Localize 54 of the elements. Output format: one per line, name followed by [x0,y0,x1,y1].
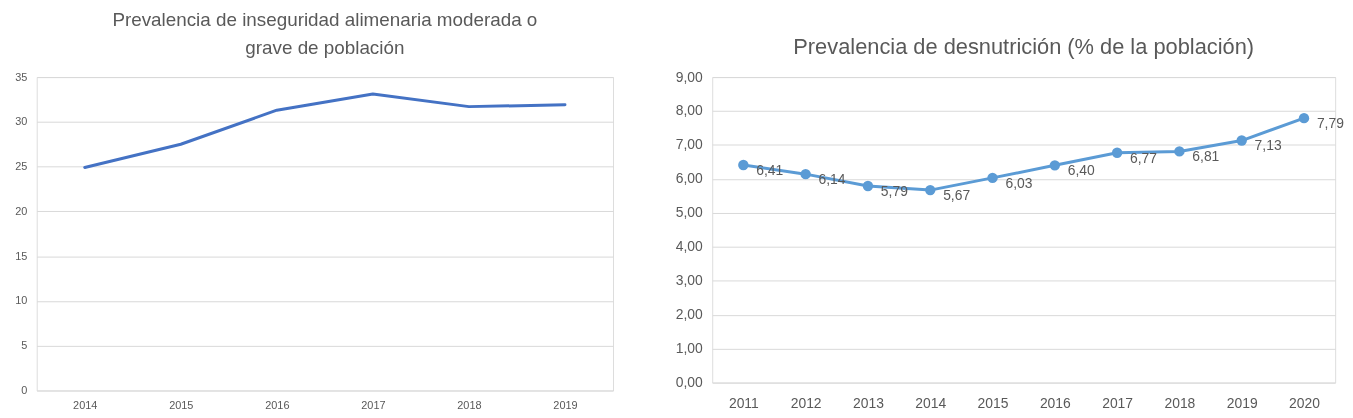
x-tick-label: 2017 [1102,394,1134,411]
point [1049,160,1061,171]
data-label: 6,81 [1192,148,1220,165]
y-tick-label: 0 [21,383,28,396]
y-tick-label: 25 [15,160,28,173]
y-tick-label: 10 [15,294,28,307]
point [987,172,998,184]
y-tick-label: 6,00 [675,170,704,187]
line-series [83,92,567,170]
x-tick-label: 2013 [853,394,885,411]
y-tick-label: 4,00 [675,238,704,255]
point [925,184,936,196]
x-tick-label: 2012 [790,394,822,411]
x-tick-label: 2018 [457,398,482,411]
x-tick-label: 2011 [728,394,760,411]
y-tick-label: 3,00 [675,272,704,289]
point [800,168,811,180]
point [738,159,749,171]
x-tick-label: 2019 [1226,394,1258,411]
data-label: 6,77 [1130,149,1158,166]
x-tick-label: 2015 [977,394,1009,411]
y-tick-label: 7,00 [675,136,704,153]
x-tick-label: 2020 [1289,394,1321,411]
point [1298,112,1310,124]
y-tick-label: 8,00 [675,102,704,119]
point [862,180,874,192]
data-label: 6,40 [1067,162,1096,179]
x-tick-label: 2017 [361,398,386,411]
data-label: 5,67 [943,187,971,204]
x-tick-label: 2018 [1164,394,1196,411]
data-label: 6,03 [1005,174,1033,191]
x-tick-label: 2016 [1039,394,1072,411]
y-tick-label: 5,00 [675,204,704,221]
x-tick-label: 2014 [73,398,98,411]
y-tick-label: 15 [15,249,28,262]
x-tick-label: 2019 [553,398,578,411]
point [1111,147,1123,158]
y-tick-label: 20 [15,204,28,217]
point [1174,146,1185,157]
y-tick-label: 2,00 [675,306,704,323]
y-tick-label: 30 [15,115,28,128]
y-tick-label: 35 [15,70,28,83]
data-label: 7,13 [1254,137,1282,154]
y-tick-label: 9,00 [675,68,704,85]
y-tick-label: 5 [21,339,28,352]
x-tick-label: 2015 [169,398,194,411]
x-tick-label: 2016 [265,398,290,411]
y-tick-label: 0,00 [675,374,704,391]
chart-title: Prevalencia de inseguridad alimenaria moderada o grave de población [112,9,538,59]
y-tick-label: 1,00 [675,340,704,357]
x-tick-label: 2014 [915,394,947,411]
data-label: 7,79 [1316,115,1345,132]
point [1236,135,1247,146]
chart-title: Prevalencia de desnutrición (% de la población) [793,34,1255,60]
